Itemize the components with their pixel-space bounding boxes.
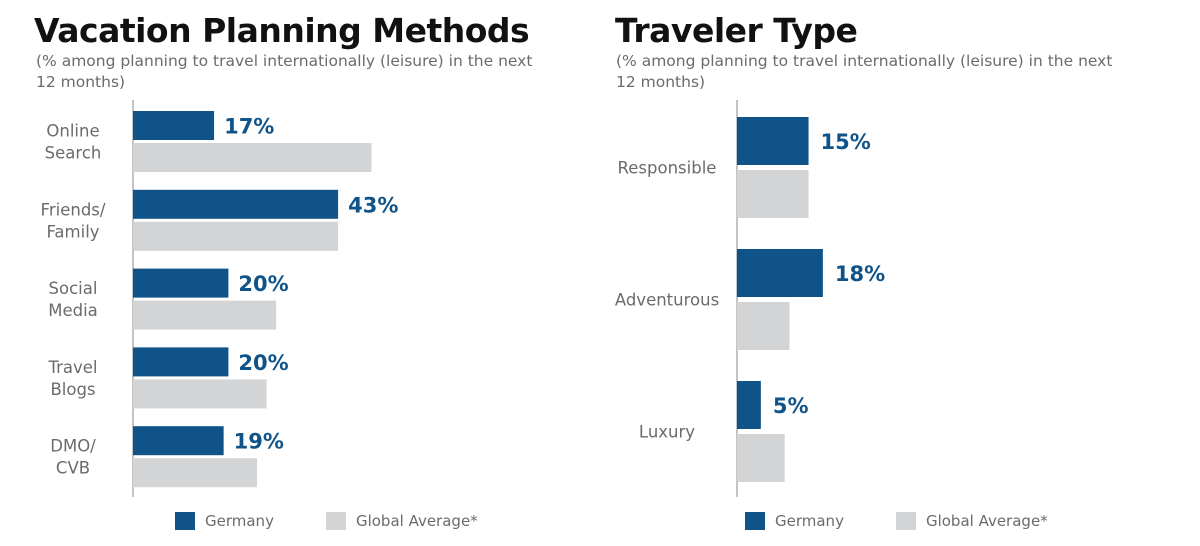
bar-germany-online-search	[133, 111, 215, 140]
legend-label-germany: Germany	[775, 512, 844, 530]
category-label-responsible: Responsible	[618, 159, 717, 178]
value-label-germany-travel-blogs: 20%	[238, 351, 288, 375]
chart-title: Traveler Type	[615, 11, 858, 50]
value-label-germany-responsible: 15%	[821, 130, 871, 154]
value-label-germany-online-search: 17%	[224, 115, 274, 139]
category-label-social-media: Social	[49, 279, 98, 298]
category-label-friends-family: Friends/	[41, 200, 106, 219]
legend-item-germany: Germany	[745, 512, 844, 530]
vacation-planning-bar-chart: 17% Online Search 43% Friends/Family 20% Socia…	[41, 100, 398, 497]
category-label-friends-family: Family	[46, 222, 99, 241]
category-label-travel-blogs: Travel	[47, 358, 97, 377]
bar-global-average-dmo-cvb	[133, 458, 258, 488]
legend-item-global-average: Global Average*	[325, 512, 478, 530]
bar-germany-dmo-cvb	[133, 426, 224, 456]
legend-swatch-germany	[745, 512, 765, 530]
bar-germany-social-media	[133, 268, 229, 298]
category-label-social-media: Media	[48, 301, 98, 320]
bar-global-average-responsible	[737, 170, 809, 218]
legend-label-global-average: Global Average*	[355, 512, 478, 530]
category-label-dmo-cvb: DMO/	[50, 437, 96, 456]
bar-germany-friends-family	[133, 189, 339, 219]
legend-item-global-average: Global Average*	[895, 512, 1048, 530]
bar-global-average-adventurous	[737, 302, 790, 350]
legend-swatch-germany	[175, 512, 195, 530]
bar-global-average-travel-blogs	[133, 379, 267, 409]
legend-label-global-average: Global Average*	[925, 512, 1048, 530]
chart-title: Vacation Planning Methods	[34, 11, 530, 50]
category-label-travel-blogs: Blogs	[50, 380, 95, 399]
category-label-online-search: Online	[46, 122, 99, 141]
legend-swatch-global-average	[895, 512, 916, 530]
bar-global-average-luxury	[737, 434, 785, 482]
legend: Germany Global Average*	[175, 512, 530, 530]
legend-swatch-global-average	[325, 512, 346, 530]
category-label-luxury: Luxury	[639, 423, 695, 442]
bar-global-average-online-search	[133, 143, 372, 172]
bar-global-average-social-media	[133, 300, 277, 330]
bar-germany-adventurous	[737, 249, 823, 297]
legend-label-germany: Germany	[205, 512, 274, 530]
value-label-germany-luxury: 5%	[773, 394, 809, 418]
category-label-online-search: Search	[45, 144, 102, 163]
value-label-germany-dmo-cvb: 19%	[234, 430, 284, 454]
bar-germany-travel-blogs	[133, 347, 229, 377]
bar-germany-luxury	[737, 381, 761, 429]
bar-germany-responsible	[737, 117, 809, 165]
value-label-germany-adventurous: 18%	[835, 262, 885, 286]
category-label-adventurous: Adventurous	[615, 291, 719, 310]
traveler-type-panel: Traveler Type (% among planning to trave…	[600, 0, 1200, 546]
traveler-type-bar-chart: 15% Responsible 18% Adventurous 5% Luxury	[615, 100, 885, 497]
category-label-dmo-cvb: CVB	[56, 459, 90, 478]
bar-global-average-friends-family	[133, 221, 339, 251]
chart-subtitle: (% among planning to travel internationa…	[616, 52, 1113, 91]
legend-item-germany: Germany	[175, 512, 274, 530]
vacation-planning-panel: Vacation Planning Methods (% among plann…	[34, 11, 533, 530]
chart-subtitle: (% among planning to travel internationa…	[36, 52, 533, 91]
value-label-germany-friends-family: 43%	[348, 193, 398, 217]
value-label-germany-social-media: 20%	[238, 272, 288, 296]
legend: Germany Global Average*	[745, 512, 1100, 530]
